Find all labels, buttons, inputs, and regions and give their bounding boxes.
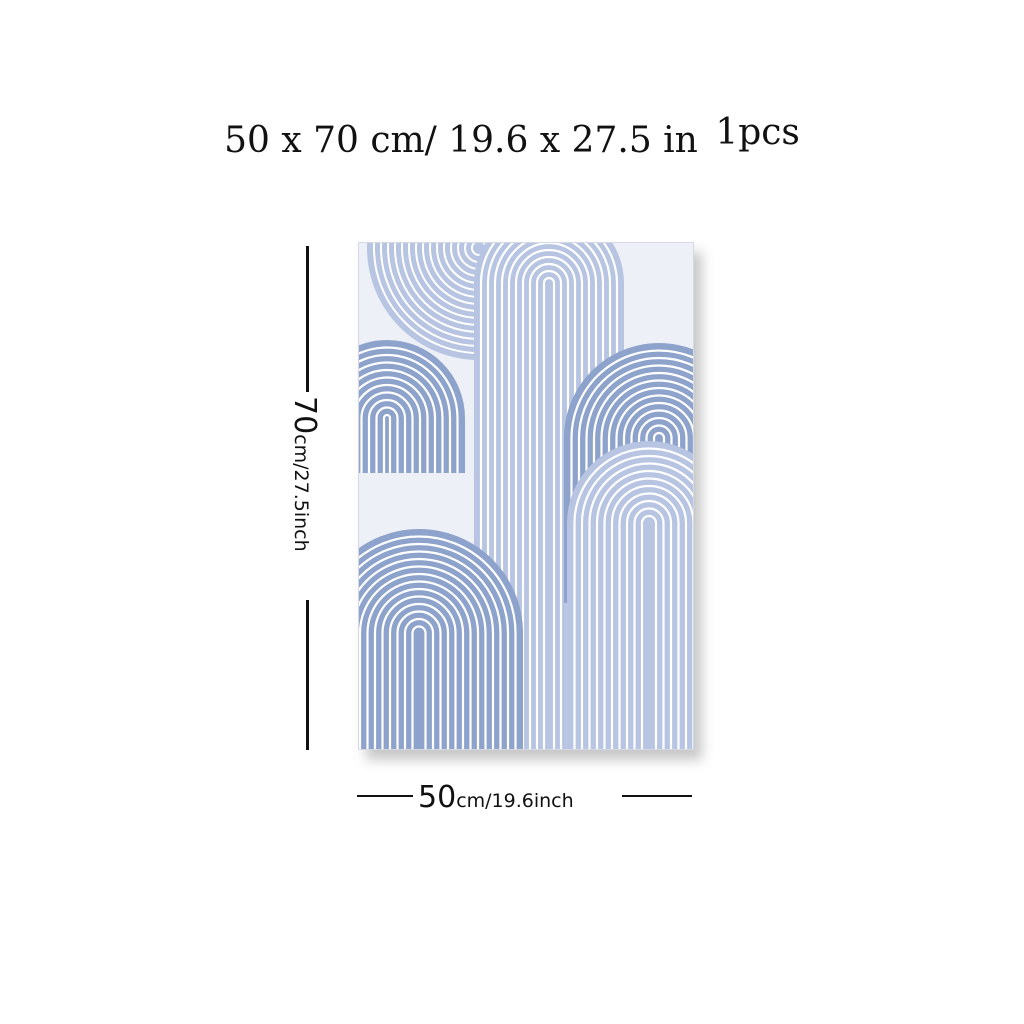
right-lower-arch-stripe xyxy=(618,492,680,749)
bottom-left-arch-stripe xyxy=(381,595,457,749)
right-arch-stripe xyxy=(622,401,693,603)
right-lower-arch-stripe xyxy=(580,454,693,749)
bottom-left-arch-stripe xyxy=(388,602,450,749)
width-dimension-line-left xyxy=(357,795,413,797)
left-middle-arch xyxy=(359,340,465,473)
top-center-arch-stripe xyxy=(528,262,570,749)
left-middle-arch-stripe xyxy=(367,398,407,473)
size-text: 50 x 70 cm/ 19.6 x 27.5 in xyxy=(224,120,698,161)
width-dimension-line-right xyxy=(622,795,692,797)
top-center-arch-stripe xyxy=(535,269,563,749)
top-center-arch-stripe xyxy=(542,276,556,749)
left-middle-arch-stripe xyxy=(375,406,399,473)
bottom-left-arch-stripe xyxy=(359,535,517,749)
right-lower-arch-stripe xyxy=(603,477,693,749)
top-center-arch-stripe xyxy=(500,243,598,749)
right-arch-stripe xyxy=(592,371,693,603)
right-lower-arch xyxy=(567,441,693,749)
height-unit-text: cm/27.5inch xyxy=(290,434,312,552)
right-arch-stripe xyxy=(570,349,693,603)
height-dimension-line-top xyxy=(306,246,309,392)
abstract-arches-artwork xyxy=(359,243,693,749)
height-dimension-label: 70cm/27.5inch xyxy=(287,396,322,552)
bottom-left-arch-stripe xyxy=(359,565,487,749)
left-middle-arch-stripe xyxy=(359,383,422,473)
right-arch-stripe xyxy=(600,379,693,603)
poster-artwork xyxy=(358,242,694,750)
right-lower-arch-stripe xyxy=(573,447,693,749)
right-lower-arch-stripe xyxy=(588,462,693,749)
height-value: 70 xyxy=(287,396,322,435)
top-center-arch-stripe xyxy=(514,248,584,749)
quantity-text: 1pcs xyxy=(715,112,800,153)
bottom-left-arch-stripe xyxy=(403,617,435,749)
right-lower-arch-stripe xyxy=(640,514,658,749)
right-arch-stripe xyxy=(585,364,693,603)
top-center-arch-stripe xyxy=(486,243,612,749)
right-arch-stripe xyxy=(577,356,693,603)
width-dimension-label: 50cm/19.6inch xyxy=(418,780,574,815)
poster-frame xyxy=(358,242,702,760)
top-center-arch-stripe xyxy=(479,243,619,749)
width-unit-text: cm/19.6inch xyxy=(456,790,574,812)
height-dimension-line-bottom xyxy=(306,600,309,750)
bottom-left-arch-stripe xyxy=(396,610,442,749)
top-center-arch-stripe xyxy=(507,243,591,749)
left-middle-arch-stripe xyxy=(359,353,452,473)
right-lower-arch-stripe xyxy=(625,499,673,749)
right-arch-stripe xyxy=(637,416,681,603)
top-center-arch-stripe xyxy=(521,255,577,749)
top-center-arch-stripe xyxy=(493,243,605,749)
bottom-left-arch-stripe xyxy=(359,542,510,749)
right-arch-stripe xyxy=(652,431,666,603)
right-lower-arch-stripe xyxy=(633,507,665,749)
right-arch-stripe xyxy=(607,386,693,603)
left-middle-arch-stripe xyxy=(359,368,437,473)
left-middle-arch-stripe xyxy=(359,346,459,473)
product-size-headline: 50 x 70 cm/ 19.6 x 27.5 in 1pcs xyxy=(0,112,1024,161)
bottom-left-arch-stripe xyxy=(359,557,495,749)
left-middle-arch-stripe xyxy=(359,361,444,473)
bottom-left-arch-stripe xyxy=(359,550,502,749)
bottom-left-arch xyxy=(359,529,523,749)
left-middle-arch-body xyxy=(359,340,465,473)
right-arch-stripe xyxy=(615,394,693,603)
width-value: 50 xyxy=(418,780,457,815)
right-lower-arch-stripe xyxy=(595,469,693,749)
left-middle-arch-stripe xyxy=(360,391,414,473)
right-lower-arch-stripe xyxy=(610,484,688,749)
right-arch-stripe xyxy=(630,409,688,603)
bottom-left-arch-stripe xyxy=(359,572,480,749)
left-middle-arch-stripe xyxy=(382,413,392,473)
right-lower-arch-body xyxy=(567,441,693,749)
left-middle-arch-stripe xyxy=(359,376,429,473)
bottom-left-arch-stripe xyxy=(411,625,427,749)
bottom-left-arch-stripe xyxy=(373,587,465,749)
bottom-left-arch-stripe xyxy=(366,580,472,749)
right-arch-stripe xyxy=(645,424,673,603)
